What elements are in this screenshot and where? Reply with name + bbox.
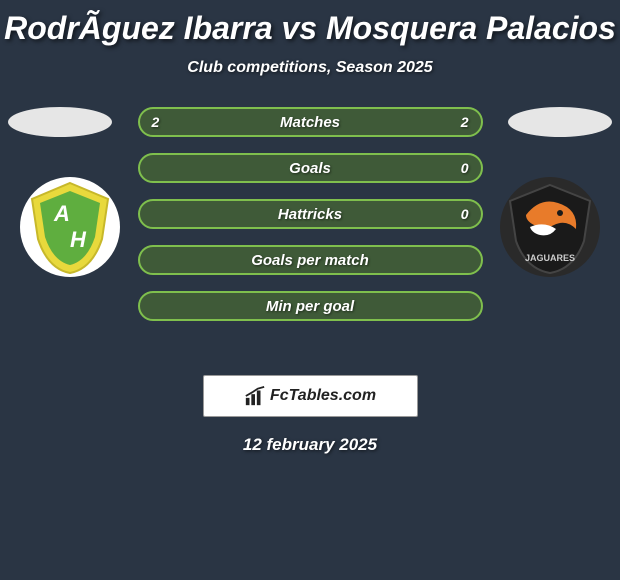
team-right-crest: JAGUARES [500, 177, 600, 277]
stat-label: Goals per match [251, 252, 369, 269]
svg-text:H: H [70, 227, 87, 252]
team-left-crest: A H [20, 177, 120, 277]
stat-right-value: 0 [461, 206, 469, 222]
svg-text:A: A [53, 201, 70, 226]
player-left-oval [8, 107, 112, 137]
fctables-label: FcTables.com [270, 387, 376, 405]
stat-left-value: 2 [152, 114, 160, 130]
atletico-huila-icon: A H [20, 177, 120, 277]
stat-right-value: 2 [461, 114, 469, 130]
stat-label: Matches [280, 114, 340, 131]
comparison-subtitle: Club competitions, Season 2025 [0, 59, 620, 77]
bar-chart-icon [244, 385, 266, 407]
stat-label: Hattricks [278, 206, 342, 223]
jaguares-icon: JAGUARES [500, 177, 600, 277]
svg-text:JAGUARES: JAGUARES [525, 253, 575, 263]
comparison-title: RodrÃ­guez Ibarra vs Mosquera Palacios [0, 0, 620, 47]
stat-row: Min per goal [138, 291, 483, 321]
stats-area: A H JAGUARES 2Matches2Goals0Hattricks0Go… [0, 107, 620, 367]
fctables-badge: FcTables.com [203, 375, 418, 417]
stat-right-value: 0 [461, 160, 469, 176]
stat-label: Goals [289, 160, 331, 177]
stat-label: Min per goal [266, 298, 354, 315]
stat-row: 2 Matches 2 [138, 107, 483, 137]
player-right-oval [508, 107, 612, 137]
stat-row: Goals 0 [138, 153, 483, 183]
comparison-date: 12 february 2025 [0, 435, 620, 455]
stat-row: Hattricks 0 [138, 199, 483, 229]
stat-row: Goals per match [138, 245, 483, 275]
